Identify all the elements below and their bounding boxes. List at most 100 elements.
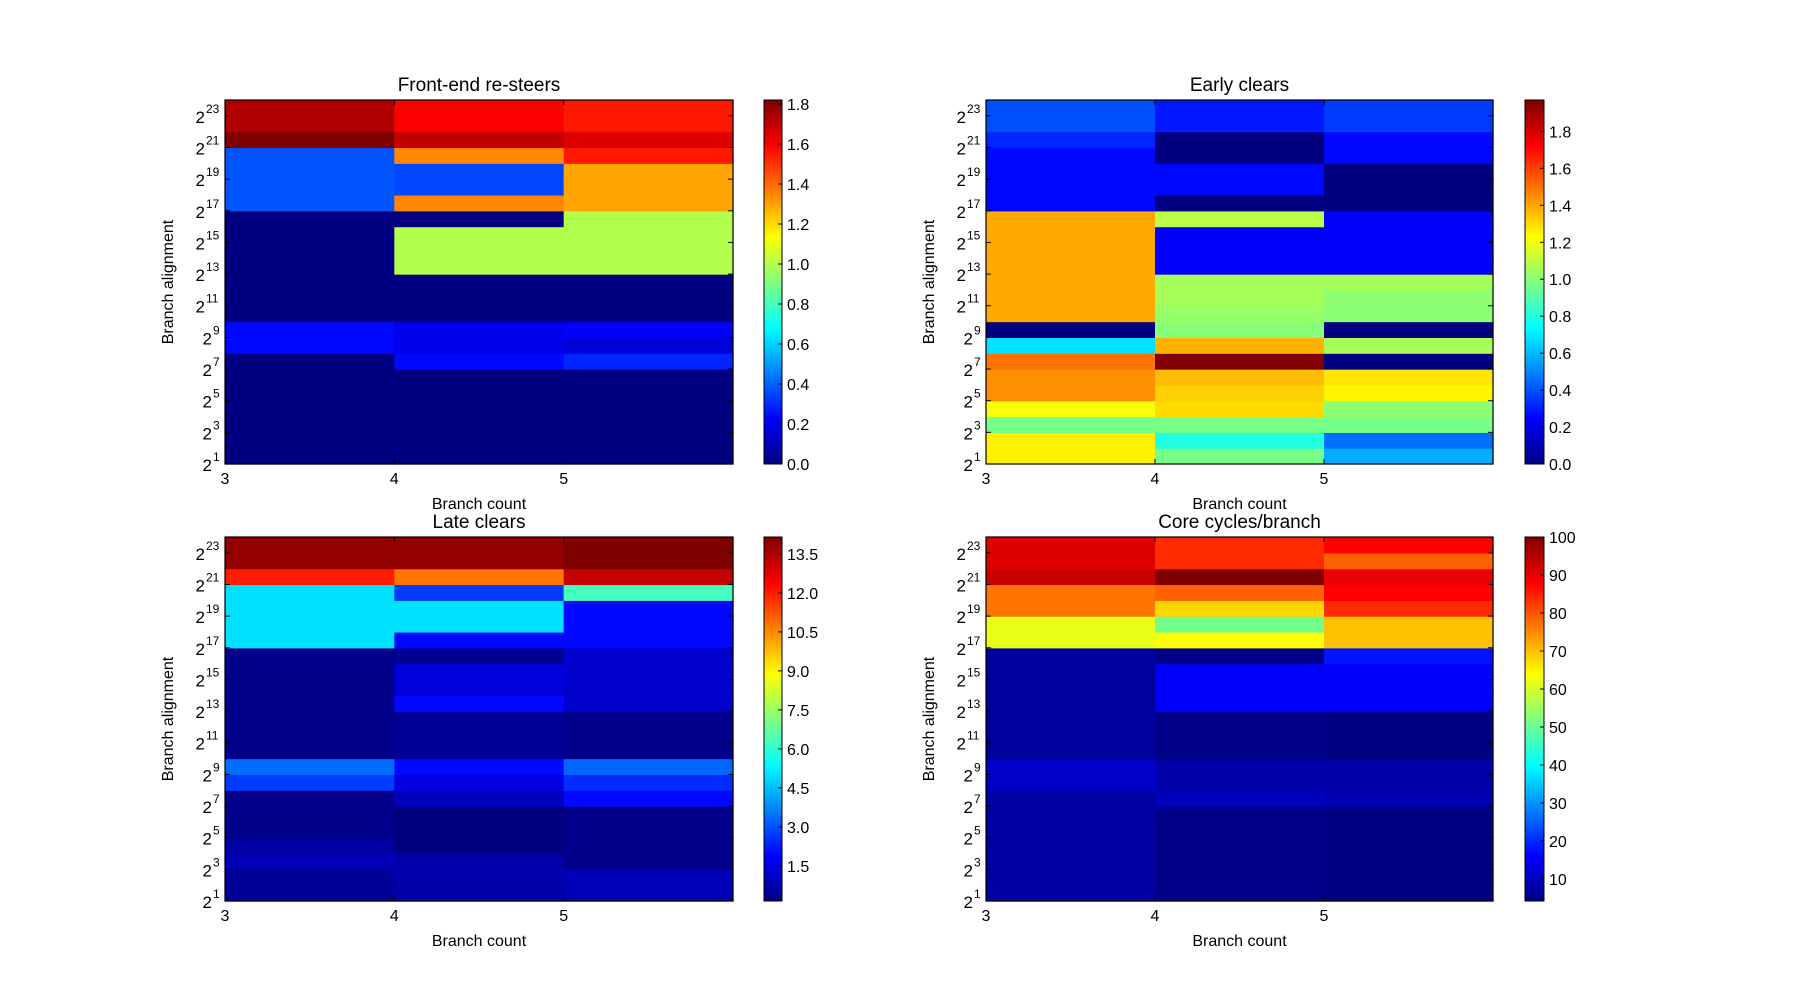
colorbar-segment xyxy=(1525,133,1544,137)
heatmap-cell xyxy=(986,790,1156,807)
heatmap-cell xyxy=(986,416,1156,433)
colorbar-segment xyxy=(764,285,782,289)
colorbar-segment xyxy=(764,603,782,608)
colorbar-segment xyxy=(764,882,782,887)
colorbar-tick-label: 60 xyxy=(1549,682,1567,699)
colorbar-segment xyxy=(764,175,782,180)
colorbar-segment xyxy=(764,734,782,738)
heatmap-cell xyxy=(563,679,734,696)
colorbar-segment xyxy=(1525,175,1544,180)
colorbar-segment xyxy=(1525,585,1544,590)
y-tick-base: 2 xyxy=(203,830,212,849)
colorbar-segment xyxy=(764,846,782,850)
colorbar-segment xyxy=(1525,752,1544,756)
heatmap-cell xyxy=(1324,242,1494,259)
colorbar-segment xyxy=(1525,118,1544,122)
y-tick-base: 2 xyxy=(203,424,212,443)
y-tick-base: 2 xyxy=(196,608,205,627)
colorbar-segment xyxy=(1525,142,1544,146)
colorbar-segment xyxy=(1525,670,1544,674)
heatmap-cell xyxy=(1324,274,1494,291)
colorbar-segment xyxy=(764,709,782,714)
heatmap-cell xyxy=(563,448,734,465)
y-tick-label: 2 13 xyxy=(196,697,220,722)
colorbar-segment xyxy=(764,722,782,726)
colorbar-segment xyxy=(764,203,782,207)
colorbar-segment xyxy=(1525,285,1544,289)
colorbar-segment xyxy=(1525,800,1544,805)
heatmap-cell xyxy=(225,289,395,307)
colorbar-segment xyxy=(1525,309,1544,313)
colorbar-segment xyxy=(764,439,782,444)
colorbar-segment xyxy=(1525,628,1544,632)
heatmap-cell xyxy=(563,400,734,418)
x-tick-label: 5 xyxy=(559,908,568,925)
colorbar-segment xyxy=(1525,184,1544,189)
colorbar-segment xyxy=(1525,688,1544,693)
colorbar-segment xyxy=(1525,388,1544,392)
colorbar-segment xyxy=(1525,709,1544,714)
colorbar-segment xyxy=(1525,366,1544,371)
y-tick-exponent: 5 xyxy=(213,387,220,401)
colorbar-segment xyxy=(764,315,782,319)
colorbar-segment xyxy=(764,631,782,635)
y-tick-exponent: 17 xyxy=(967,634,981,648)
colorbar-segment xyxy=(1525,112,1544,116)
heatmap-cell xyxy=(1155,179,1325,196)
heatmap-cell xyxy=(563,100,734,117)
colorbar-segment xyxy=(764,615,782,620)
y-tick-base: 2 xyxy=(196,108,205,127)
y-tick-base: 2 xyxy=(957,608,966,627)
heatmap-cell xyxy=(1155,695,1325,712)
heatmap-cell xyxy=(986,210,1156,228)
colorbar-segment xyxy=(764,306,782,310)
y-tick-base: 2 xyxy=(957,298,966,317)
heatmap-cell xyxy=(225,432,395,449)
heatmap-cell xyxy=(1324,552,1494,570)
colorbar-tick-label: 12.0 xyxy=(787,586,818,603)
y-tick-exponent: 19 xyxy=(206,602,220,616)
colorbar-segment xyxy=(1525,124,1544,128)
colorbar-segment xyxy=(764,621,782,626)
heatmap-cell xyxy=(986,837,1156,855)
colorbar-segment xyxy=(764,606,782,611)
heatmap-cell xyxy=(394,885,565,902)
y-tick-exponent: 23 xyxy=(206,539,220,553)
heatmap-cell xyxy=(986,226,1156,244)
heatmap-cell xyxy=(563,163,734,180)
colorbar-segment xyxy=(1525,212,1544,216)
heatmap-cell xyxy=(986,337,1156,354)
colorbar-segment xyxy=(764,227,782,231)
colorbar-segment xyxy=(764,706,782,711)
colorbar-tick-label: 40 xyxy=(1549,758,1567,775)
colorbar-segment xyxy=(764,831,782,835)
heatmap-cell xyxy=(394,552,565,570)
colorbar-segment xyxy=(764,369,782,374)
heatmap-cell xyxy=(225,242,395,259)
colorbar-frame xyxy=(1524,536,1545,902)
colorbar-segment xyxy=(764,618,782,623)
colorbar-segment xyxy=(764,191,782,195)
heatmap-cell xyxy=(1324,369,1494,386)
heatmap-cell xyxy=(1155,584,1325,601)
chart-title: Front-end re-steers xyxy=(398,75,561,96)
colorbar-segment xyxy=(1525,379,1544,383)
colorbar-segment xyxy=(764,897,782,902)
y-tick-label: 2 23 xyxy=(196,539,220,564)
x-axis-label: Branch count xyxy=(1192,933,1287,950)
y-tick-base: 2 xyxy=(964,830,973,849)
colorbar-segment xyxy=(1525,266,1544,271)
colorbar-segment xyxy=(1525,397,1544,401)
colorbar-segment xyxy=(1525,552,1544,556)
heatmap-cell xyxy=(563,695,734,712)
colorbar-segment xyxy=(764,251,782,256)
colorbar-tick-label: 10.5 xyxy=(787,625,818,642)
colorbar-segment xyxy=(1525,336,1544,341)
colorbar-segment xyxy=(764,342,782,347)
heatmap-cell xyxy=(563,258,734,275)
colorbar-segment xyxy=(764,737,782,741)
y-tick-base: 2 xyxy=(957,640,966,659)
